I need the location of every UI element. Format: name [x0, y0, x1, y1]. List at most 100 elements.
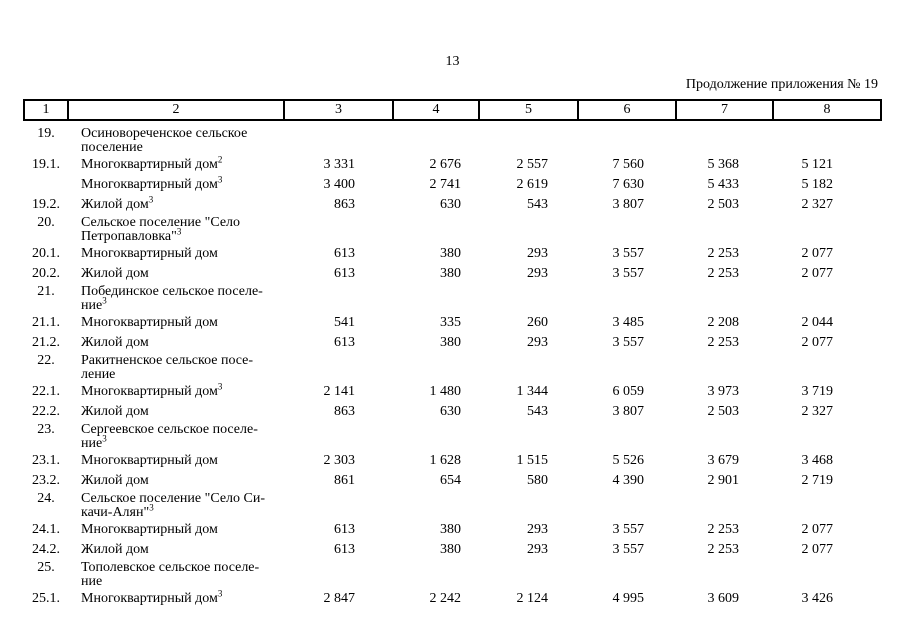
cell-value	[479, 353, 578, 382]
row-number: 24.1.	[32, 522, 60, 537]
cell-value: 293	[527, 266, 548, 281]
cell-value	[773, 353, 881, 382]
footnote-marker: 3	[217, 381, 223, 392]
row-label: Многоквартирный дом	[68, 451, 284, 471]
cell-value: 293	[527, 522, 548, 537]
row-label: Сельское поселение "Село Си- качи-Алян"3	[68, 491, 284, 520]
cell-value: 4 995	[612, 591, 645, 606]
cell-value: 630	[440, 404, 461, 419]
table-row: 22.1. Многоквартирный дом3 2 141 1 480 1 344…	[24, 382, 881, 402]
cell-value	[284, 284, 393, 313]
cell-value: 7 560	[612, 157, 645, 172]
cell-value: 3 485	[612, 315, 645, 330]
cell-value: 380	[440, 266, 461, 281]
cell-value	[578, 353, 676, 382]
cell-value	[578, 560, 676, 589]
table-row: Многоквартирный дом3 3 400 2 741 2 619 7 630…	[24, 175, 881, 195]
cell-value	[773, 560, 881, 589]
row-label-text: Побединское сельское поселе- ние	[81, 284, 263, 313]
cell-value: 380	[440, 246, 461, 261]
column-number-header: 3	[283, 99, 394, 121]
footnote-marker: 3	[148, 194, 154, 205]
cell-value: 380	[440, 522, 461, 537]
row-label-text: Многоквартирный дом	[81, 246, 218, 261]
cell-value: 613	[334, 542, 355, 557]
row-label: Сельское поселение "Село Петропавловка"3	[68, 215, 284, 244]
cell-value: 2 253	[707, 246, 740, 261]
cell-value: 3 468	[801, 453, 834, 468]
row-label: Многоквартирный дом3	[68, 175, 284, 195]
row-label: Многоквартирный дом3	[68, 382, 284, 402]
cell-value: 3 719	[801, 384, 834, 399]
cell-value	[479, 560, 578, 589]
cell-value: 2 077	[801, 522, 834, 537]
cell-value	[676, 560, 773, 589]
row-label-text: Многоквартирный дом	[81, 157, 218, 172]
cell-value: 3 557	[612, 522, 645, 537]
cell-value: 863	[334, 197, 355, 212]
cell-value	[578, 215, 676, 244]
footnote-marker: 2	[217, 154, 223, 165]
cell-value	[773, 491, 881, 520]
row-number: 19.	[37, 126, 55, 141]
row-number: 24.	[37, 491, 55, 506]
cell-value: 2 676	[429, 157, 462, 172]
row-number: 22.1.	[32, 384, 60, 399]
row-number: 20.2.	[32, 266, 60, 281]
table-row: 19.1. Многоквартирный дом2 3 331 2 676 2 557…	[24, 155, 881, 175]
table-row: 20. Сельское поселение "Село Петропавловк…	[24, 215, 881, 244]
cell-value: 2 253	[707, 522, 740, 537]
footnote-marker: 3	[149, 502, 154, 513]
cell-value: 2 719	[801, 473, 834, 488]
cell-value	[284, 560, 393, 589]
cell-value: 2 847	[323, 591, 356, 606]
row-label: Жилой дом	[68, 471, 284, 491]
column-number-header: 4	[392, 99, 480, 121]
table-row: 25. Тополевское сельское поселе- ние	[24, 560, 881, 589]
cell-value: 630	[440, 197, 461, 212]
row-number: 22.	[37, 353, 55, 368]
row-label-text: Жилой дом	[81, 197, 149, 212]
row-label: Осиновореченское сельское поселение	[68, 126, 284, 155]
cell-value: 580	[527, 473, 548, 488]
row-number: 25.	[37, 560, 55, 575]
cell-value: 6 059	[612, 384, 645, 399]
footnote-marker: 3	[217, 174, 223, 185]
row-label-text: Жилой дом	[81, 266, 149, 281]
cell-value: 2 208	[707, 315, 740, 330]
cell-value	[578, 491, 676, 520]
cell-value	[676, 422, 773, 451]
row-label: Многоквартирный дом3	[68, 589, 284, 609]
row-label-text: Многоквартирный дом	[81, 384, 218, 399]
cell-value	[578, 126, 676, 155]
row-label: Многоквартирный дом	[68, 313, 284, 333]
cell-value	[676, 284, 773, 313]
column-number-header: 6	[577, 99, 677, 121]
cell-value: 3 609	[707, 591, 740, 606]
footnote-marker: 3	[176, 226, 182, 237]
table-row: 25.1. Многоквартирный дом3 2 847 2 242 2 124…	[24, 589, 881, 609]
cell-value	[284, 491, 393, 520]
cell-value: 613	[334, 522, 355, 537]
cell-value: 293	[527, 246, 548, 261]
row-number	[24, 175, 68, 195]
cell-value	[479, 284, 578, 313]
cell-value: 2 253	[707, 266, 740, 281]
cell-value: 1 344	[516, 384, 549, 399]
row-number: 22.2.	[32, 404, 60, 419]
cell-value: 5 368	[707, 157, 740, 172]
column-number-header: 1	[23, 99, 69, 121]
table-row: 24.1. Многоквартирный дом 613 380 293 3 557 2 …	[24, 520, 881, 540]
cell-value	[393, 353, 479, 382]
cell-value: 2 503	[707, 197, 740, 212]
cell-value: 260	[527, 315, 548, 330]
cell-value	[393, 126, 479, 155]
cell-value: 2 044	[801, 315, 834, 330]
cell-value: 5 526	[612, 453, 645, 468]
row-label: Жилой дом	[68, 264, 284, 284]
table-row: 21. Побединское сельское поселе- ние3	[24, 284, 881, 313]
table-row: 23.1. Многоквартирный дом 2 303 1 628 1 515 5…	[24, 451, 881, 471]
cell-value: 2 077	[801, 266, 834, 281]
cell-value: 4 390	[612, 473, 645, 488]
